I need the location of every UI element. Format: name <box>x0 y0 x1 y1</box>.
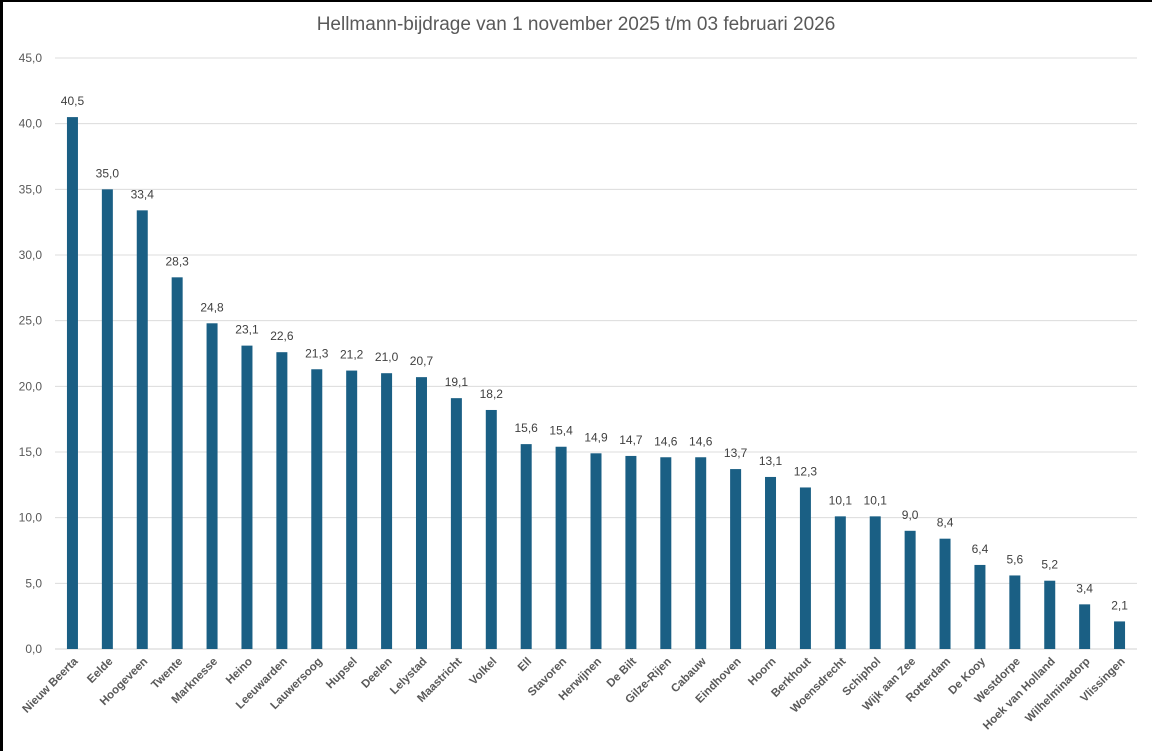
bar <box>276 352 288 649</box>
bar <box>171 277 183 649</box>
y-tick-label: 35,0 <box>19 182 43 196</box>
bar <box>381 373 393 649</box>
data-label: 21,3 <box>305 346 329 360</box>
bar <box>1114 621 1126 649</box>
y-tick-label: 45,0 <box>19 51 43 65</box>
data-label: 40,5 <box>61 94 85 108</box>
bar <box>765 476 777 649</box>
data-label: 18,2 <box>480 387 504 401</box>
data-label: 14,7 <box>619 433 643 447</box>
bar <box>415 377 427 649</box>
data-label: 22,6 <box>270 329 294 343</box>
bar <box>311 369 323 649</box>
data-label: 13,7 <box>724 446 748 460</box>
y-tick-label: 0,0 <box>25 642 42 656</box>
x-tick-label: Deelen <box>360 656 395 691</box>
bar <box>590 453 602 649</box>
bar <box>799 487 811 649</box>
bar <box>485 409 497 649</box>
data-label: 21,2 <box>340 348 364 362</box>
x-tick-label: Volkel <box>468 656 500 688</box>
data-label: 10,1 <box>829 493 853 507</box>
y-axis-tick-labels: 0,0 5,0 10,0 15,0 20,0 25,0 30,0 35,0 40,0 45,0 <box>19 51 43 656</box>
y-tick-label: 5,0 <box>25 576 42 590</box>
data-label: 5,2 <box>1041 558 1058 572</box>
bar <box>66 117 78 650</box>
bar <box>1009 575 1021 649</box>
x-tick-label: Ell <box>516 656 534 674</box>
gridlines <box>55 57 1137 650</box>
y-tick-label: 20,0 <box>19 379 43 393</box>
bar <box>730 469 742 649</box>
bars <box>66 117 1126 650</box>
bar <box>1044 580 1056 649</box>
data-label: 6,4 <box>972 542 989 556</box>
data-label: 5,6 <box>1006 552 1023 566</box>
data-label: 35,0 <box>96 166 120 180</box>
data-label: 14,6 <box>654 434 678 448</box>
bar <box>695 457 707 649</box>
data-label: 10,1 <box>864 493 888 507</box>
data-label: 33,4 <box>131 187 155 201</box>
data-label: 12,3 <box>794 464 818 478</box>
y-tick-label: 30,0 <box>19 248 43 262</box>
data-label: 2,1 <box>1111 598 1128 612</box>
y-tick-label: 15,0 <box>19 445 43 459</box>
x-tick-label: Heino <box>224 656 255 687</box>
bar <box>939 538 951 649</box>
x-tick-label: Hupsel <box>324 656 360 692</box>
data-label: 24,8 <box>200 300 224 314</box>
data-label: 28,3 <box>165 254 189 268</box>
data-label: 8,4 <box>937 516 954 530</box>
x-tick-label: De Bilt <box>605 656 639 690</box>
data-label: 3,4 <box>1076 581 1093 595</box>
bar <box>136 210 148 649</box>
bar <box>206 323 218 649</box>
y-tick-label: 10,0 <box>19 511 43 525</box>
data-label: 19,1 <box>445 375 469 389</box>
bar <box>101 189 113 650</box>
bar <box>520 444 532 649</box>
bar <box>974 564 986 649</box>
data-label: 13,1 <box>759 454 783 468</box>
y-tick-label: 25,0 <box>19 314 43 328</box>
bar <box>1079 604 1091 649</box>
x-tick-label: Eelde <box>85 656 115 686</box>
x-tick-label: Nieuw Beerta <box>21 655 81 715</box>
bar <box>834 516 846 649</box>
bar <box>869 516 881 649</box>
chart-title: Hellmann-bijdrage van 1 november 2025 t/… <box>316 14 836 35</box>
data-label: 9,0 <box>902 508 919 522</box>
bar <box>660 457 672 649</box>
data-label: 14,6 <box>689 434 713 448</box>
bar <box>555 446 567 649</box>
bar <box>346 370 358 649</box>
bar <box>450 398 462 649</box>
data-label: 15,4 <box>549 424 573 438</box>
data-label: 21,0 <box>375 350 399 364</box>
data-label: 14,9 <box>584 430 608 444</box>
y-tick-label: 40,0 <box>19 117 43 131</box>
bar <box>625 455 637 649</box>
bar <box>241 345 253 649</box>
data-labels: 40,5 35,0 33,4 28,3 24,8 23,1 22,6 21,3 21,2 21,0… <box>61 94 1128 612</box>
bar <box>904 530 916 649</box>
data-label: 23,1 <box>235 323 259 337</box>
data-label: 20,7 <box>410 354 434 368</box>
x-tick-label: Wilhelminadorp <box>1023 656 1092 725</box>
data-label: 15,6 <box>515 421 539 435</box>
x-tick-label: Hoorn <box>746 656 778 688</box>
